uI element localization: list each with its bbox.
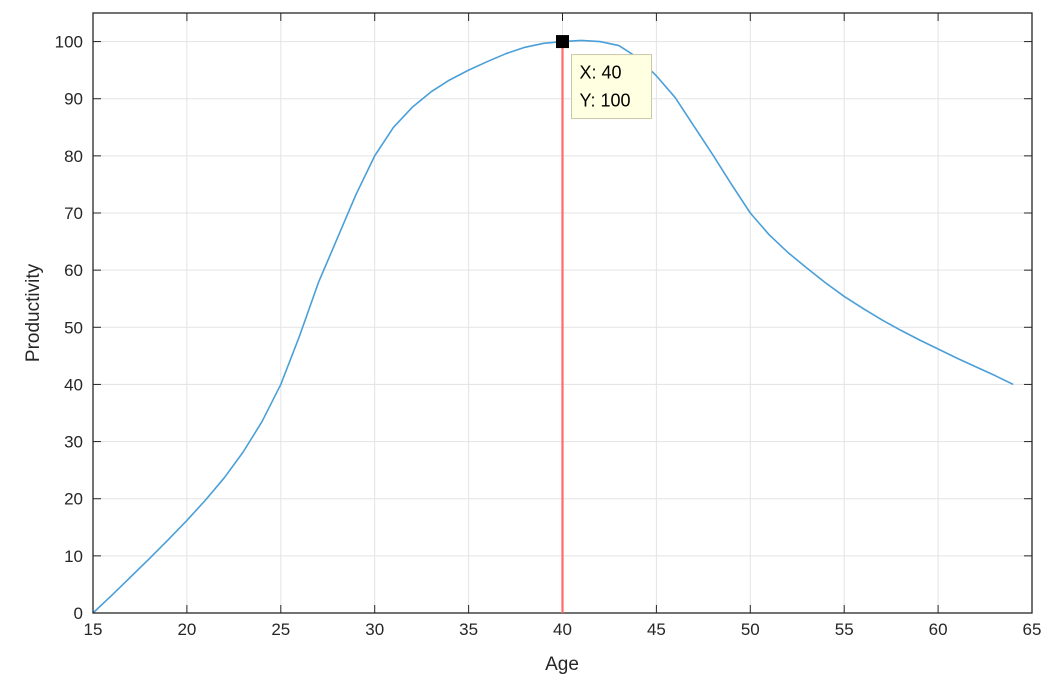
y-tick-label: 60 <box>64 261 83 280</box>
datatip-marker[interactable] <box>556 35 569 49</box>
datatip-y-text: Y: 100 <box>580 91 631 111</box>
y-tick-label: 10 <box>64 547 83 566</box>
y-tick-label: 20 <box>64 490 83 509</box>
y-tick-label: 50 <box>64 318 83 337</box>
x-tick-label: 60 <box>929 620 948 639</box>
axis-ticks: 15 20 25 30 35 40 45 50 55 60 65 0 10 20 30 40 50 60 70 80 9… <box>55 13 1042 639</box>
y-tick-label: 40 <box>64 375 83 394</box>
y-tick-label: 70 <box>64 204 83 223</box>
x-axis-label: Age <box>545 654 579 675</box>
x-tick-label: 30 <box>365 620 384 639</box>
x-tick-label: 40 <box>553 620 572 639</box>
y-axis-label: Productivity <box>23 263 44 362</box>
x-tick-label: 15 <box>84 620 103 639</box>
y-tick-label: 30 <box>64 433 83 452</box>
x-tick-label: 45 <box>647 620 666 639</box>
y-tick-label: 80 <box>64 147 83 166</box>
x-tick-label: 20 <box>177 620 196 639</box>
x-tick-label: 25 <box>271 620 290 639</box>
x-tick-label: 35 <box>459 620 478 639</box>
datatip-x-text: X: 40 <box>580 63 622 83</box>
series-line[interactable] <box>92 39 1014 614</box>
x-tick-label: 65 <box>1023 620 1042 639</box>
y-tick-label: 100 <box>55 33 83 52</box>
series-group <box>92 39 1014 614</box>
y-tick-label: 90 <box>64 90 83 109</box>
x-tick-label: 55 <box>835 620 854 639</box>
datatip-box[interactable] <box>571 54 652 120</box>
y-tick-label: 0 <box>74 604 83 623</box>
x-tick-label: 50 <box>741 620 760 639</box>
annotations: X: 40 Y: 100 <box>556 35 652 613</box>
